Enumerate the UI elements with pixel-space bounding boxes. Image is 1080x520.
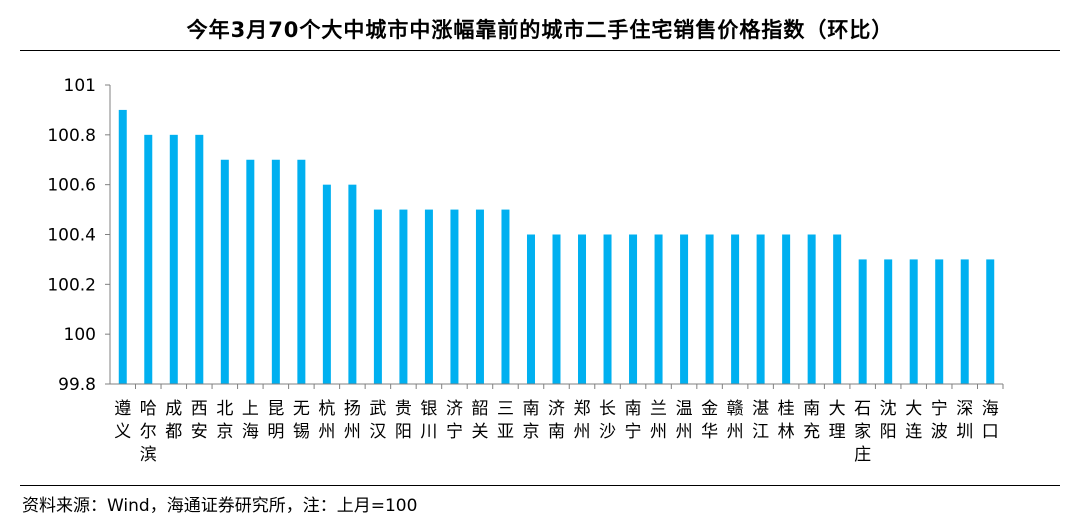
bar xyxy=(680,234,689,384)
x-tick-label: 南充 xyxy=(803,399,820,442)
x-tick-label: 北京 xyxy=(216,399,233,442)
x-tick-label: 大理 xyxy=(829,399,846,442)
x-tick-label: 沈阳 xyxy=(880,399,897,442)
bar xyxy=(909,259,918,384)
y-tick-label: 100.4 xyxy=(47,226,96,246)
x-tick-label: 成都 xyxy=(165,399,182,442)
y-tick-label: 100.8 xyxy=(47,126,96,146)
bar xyxy=(552,234,561,384)
y-tick-label: 100.6 xyxy=(47,176,96,196)
bar xyxy=(169,134,178,384)
x-tick-label: 无锡 xyxy=(293,399,310,442)
bar xyxy=(782,234,791,384)
bar xyxy=(118,109,127,385)
bar xyxy=(986,259,995,384)
bar xyxy=(884,259,893,384)
x-tick-label: 三亚 xyxy=(497,399,514,442)
bar xyxy=(348,184,357,384)
x-tick-label: 济宁 xyxy=(446,399,463,442)
bars xyxy=(118,109,995,385)
x-tick-label: 上海 xyxy=(242,399,259,442)
bar xyxy=(246,159,255,384)
x-tick-label: 杭州 xyxy=(318,399,335,442)
bar xyxy=(271,159,280,384)
x-tick-label: 贵阳 xyxy=(395,399,412,442)
x-tick-label: 石家庄 xyxy=(854,399,871,465)
bar xyxy=(833,234,842,384)
x-tick-label: 韶关 xyxy=(471,399,488,442)
bar-chart: 99.8 100 100.2 100.4 100.6 100.8 101 遵义哈尔滨成都西安… xyxy=(47,76,1004,465)
bar xyxy=(756,234,765,384)
bar xyxy=(475,209,484,384)
bar xyxy=(603,234,612,384)
bar xyxy=(220,159,229,384)
x-tick-label: 遵义 xyxy=(114,399,131,442)
bar xyxy=(501,209,510,384)
bar xyxy=(858,259,867,384)
y-tick-label: 101 xyxy=(64,76,96,96)
x-tick-label: 银川 xyxy=(420,399,437,442)
bar xyxy=(424,209,433,384)
title-divider xyxy=(20,50,1060,51)
bar xyxy=(705,234,714,384)
x-tick-label: 武汉 xyxy=(369,399,386,442)
x-tick-label: 湛江 xyxy=(752,399,769,442)
bar xyxy=(450,209,459,384)
x-tick-label: 西安 xyxy=(191,399,208,442)
x-tick-label: 南京 xyxy=(522,399,539,442)
bar xyxy=(526,234,535,384)
bar xyxy=(297,159,306,384)
footer-divider xyxy=(20,485,1060,486)
y-tick-label: 100 xyxy=(64,325,96,345)
y-axis: 99.8 100 100.2 100.4 100.6 100.8 101 xyxy=(47,76,111,395)
bar xyxy=(935,259,944,384)
x-tick-label: 宁波 xyxy=(931,399,948,442)
x-tick-label: 郑州 xyxy=(574,399,591,442)
bar xyxy=(578,234,587,384)
bar xyxy=(373,209,382,384)
x-tick-label: 深圳 xyxy=(956,399,973,442)
bar xyxy=(629,234,638,384)
bar xyxy=(144,134,153,384)
bar xyxy=(195,134,204,384)
bar xyxy=(322,184,331,384)
x-tick-label: 兰州 xyxy=(650,399,667,442)
y-tick-label: 99.8 xyxy=(58,375,96,395)
x-tick-label: 济南 xyxy=(548,399,565,442)
x-tick-label: 桂林 xyxy=(778,399,795,442)
x-tick-label: 海口 xyxy=(982,399,999,442)
x-tick-label: 扬州 xyxy=(344,399,361,442)
x-tick-label: 温州 xyxy=(676,399,693,442)
bar xyxy=(399,209,408,384)
x-tick-label: 长沙 xyxy=(599,399,616,442)
x-axis: 遵义哈尔滨成都西安北京上海昆明无锡杭州扬州武汉贵阳银川济宁韶关三亚南京济南郑州长… xyxy=(110,383,1004,465)
bar xyxy=(731,234,740,384)
x-tick-label: 赣州 xyxy=(727,399,744,442)
x-tick-label: 大连 xyxy=(905,399,922,442)
x-tick-label: 昆明 xyxy=(267,399,284,442)
bar xyxy=(654,234,663,384)
source-note: 资料来源：Wind，海通证券研究所，注：上月=100 xyxy=(22,496,418,516)
bar xyxy=(960,259,969,384)
y-tick-label: 100.2 xyxy=(47,275,96,295)
x-tick-label: 金华 xyxy=(701,399,718,442)
x-tick-label: 南宁 xyxy=(625,399,642,442)
chart-title: 今年3月70个大中城市中涨幅靠前的城市二手住宅销售价格指数（环比） xyxy=(186,18,894,42)
bar xyxy=(807,234,816,384)
x-tick-label: 哈尔滨 xyxy=(140,399,157,465)
